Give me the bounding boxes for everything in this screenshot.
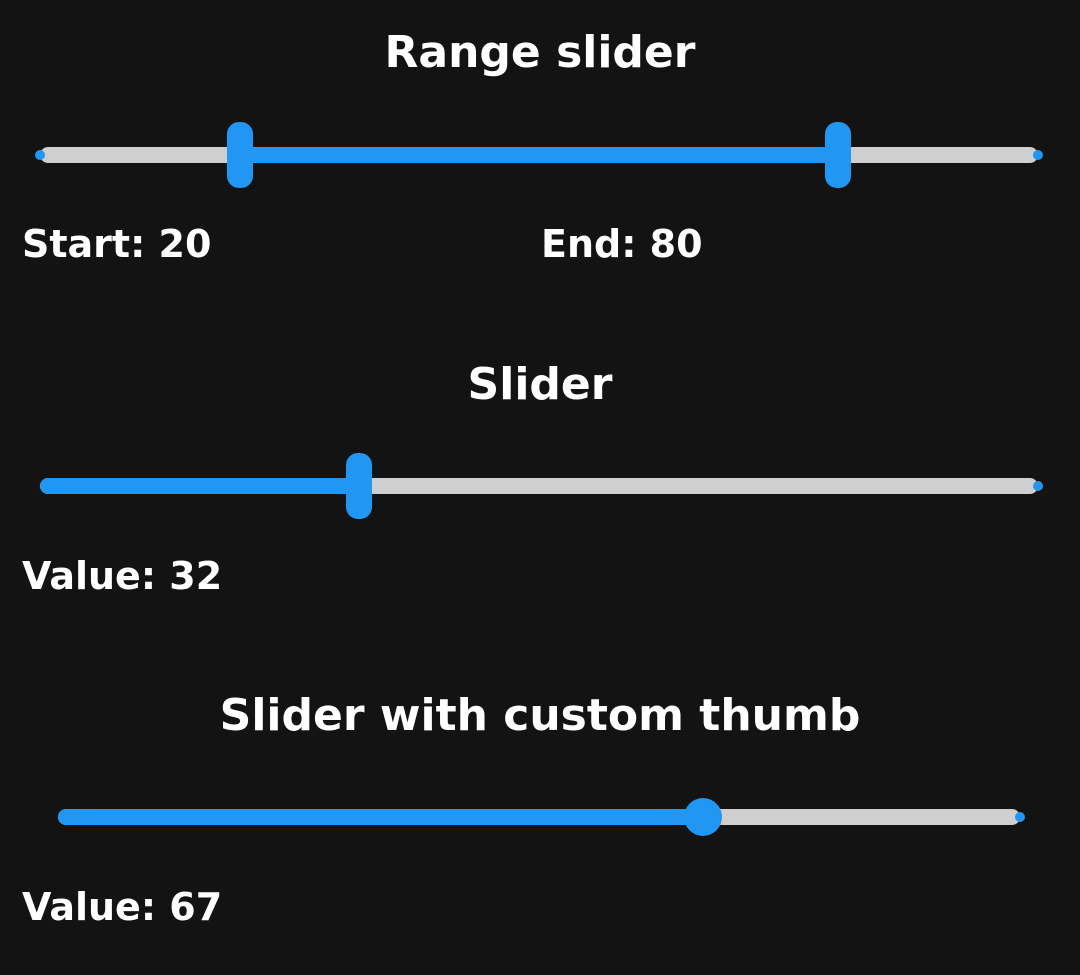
- slider[interactable]: [40, 451, 1043, 521]
- slider-thumb[interactable]: [346, 453, 373, 519]
- range-slider[interactable]: [35, 120, 1043, 190]
- custom-slider-value-label: Value: 67: [22, 885, 223, 929]
- slider-value-label: Value: 32: [22, 554, 223, 598]
- custom-slider-active-track: [58, 809, 703, 825]
- slider-title: Slider: [467, 359, 613, 410]
- slider-max-dot: [1033, 481, 1043, 491]
- range-slider-active-track: [239, 147, 839, 163]
- custom-slider-max-dot: [1015, 812, 1025, 822]
- range-slider-start-thumb[interactable]: [226, 122, 253, 188]
- range-slider-max-dot: [1033, 150, 1043, 160]
- custom-thumb-slider[interactable]: [58, 782, 1025, 852]
- slider-active-track: [40, 478, 360, 494]
- range-slider-end-thumb[interactable]: [825, 122, 852, 188]
- range-start-label: Start: 20: [22, 222, 212, 266]
- range-slider-min-dot: [35, 150, 45, 160]
- range-slider-title: Range slider: [384, 27, 696, 78]
- range-end-label: End: 80: [541, 222, 703, 266]
- custom-slider-thumb[interactable]: [683, 798, 722, 836]
- custom-slider-title: Slider with custom thumb: [219, 690, 861, 741]
